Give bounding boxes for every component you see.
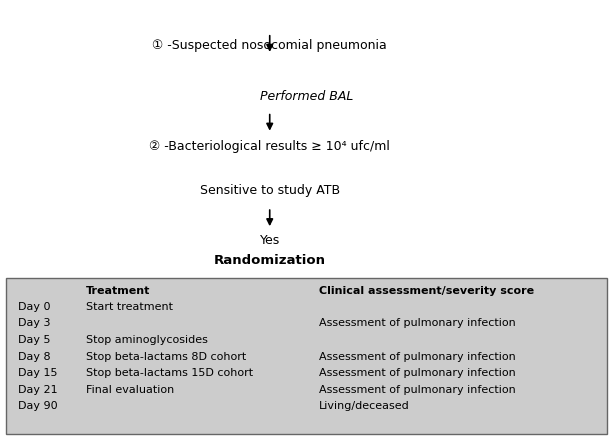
Text: Assessment of pulmonary infection: Assessment of pulmonary infection (319, 318, 516, 328)
Text: Treatment: Treatment (86, 286, 150, 296)
Text: Stop aminoglycosides: Stop aminoglycosides (86, 335, 208, 345)
Text: Day 3: Day 3 (18, 318, 51, 328)
Text: Sensitive to study ATB: Sensitive to study ATB (200, 184, 340, 197)
Text: Final evaluation: Final evaluation (86, 385, 174, 395)
Text: Day 15: Day 15 (18, 368, 58, 378)
Text: ② -Bacteriological results ≥ 10⁴ ufc/ml: ② -Bacteriological results ≥ 10⁴ ufc/ml (150, 140, 390, 153)
Text: Assessment of pulmonary infection: Assessment of pulmonary infection (319, 368, 516, 378)
Text: Assessment of pulmonary infection: Assessment of pulmonary infection (319, 352, 516, 361)
Text: Assessment of pulmonary infection: Assessment of pulmonary infection (319, 385, 516, 395)
Text: Day 90: Day 90 (18, 402, 58, 411)
Text: ① -Suspected nosocomial pneumonia: ① -Suspected nosocomial pneumonia (153, 39, 387, 53)
Text: Day 8: Day 8 (18, 352, 51, 361)
Text: Day 0: Day 0 (18, 302, 51, 311)
Text: Stop beta-lactams 8D cohort: Stop beta-lactams 8D cohort (86, 352, 246, 361)
Text: Stop beta-lactams 15D cohort: Stop beta-lactams 15D cohort (86, 368, 253, 378)
Text: Yes: Yes (259, 234, 280, 247)
Text: Performed BAL: Performed BAL (260, 90, 353, 103)
FancyBboxPatch shape (6, 278, 607, 434)
Text: Clinical assessment/severity score: Clinical assessment/severity score (319, 286, 534, 296)
Text: Day 5: Day 5 (18, 335, 51, 345)
Text: Start treatment: Start treatment (86, 302, 173, 311)
Text: Day 21: Day 21 (18, 385, 58, 395)
Text: Randomization: Randomization (214, 254, 326, 267)
Text: Living/deceased: Living/deceased (319, 402, 409, 411)
